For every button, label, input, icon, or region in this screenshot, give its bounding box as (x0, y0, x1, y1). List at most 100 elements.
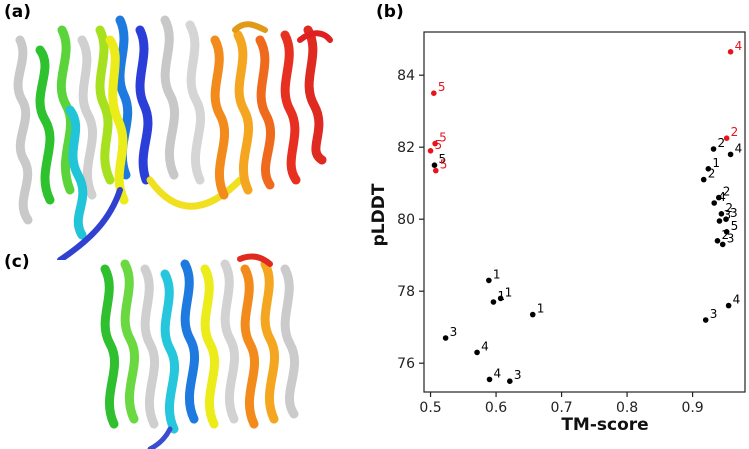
scatter-point (723, 229, 730, 235)
point-label: 2 (721, 228, 729, 242)
helix-yellow-a1 (105, 35, 129, 205)
x-axis-label: TM-score (561, 415, 648, 435)
point-label: 1 (537, 302, 545, 316)
scatter-point (432, 140, 438, 147)
scatter-point (486, 376, 493, 383)
point-label: 1 (712, 156, 720, 170)
helix-orange-a1 (210, 35, 229, 200)
point-label: 5 (440, 158, 448, 172)
point-label: 4 (735, 39, 743, 53)
scatter-point (474, 349, 480, 356)
y-axis-label: pLDDT (369, 183, 389, 246)
scatter-point (432, 167, 439, 174)
helix-lime-a1 (95, 25, 115, 185)
point-label: 3 (450, 325, 458, 339)
helix-gray-a4 (185, 20, 205, 185)
panel-label-c: (c) (4, 252, 30, 272)
x-tick-label: 0.5 (419, 400, 441, 416)
plot-frame (423, 31, 746, 393)
helix-blue-c1 (180, 259, 199, 424)
scatter-point (727, 49, 734, 55)
scatter-point (427, 148, 434, 154)
y-tick-label: 76 (397, 356, 415, 372)
point-label: 5 (438, 80, 446, 94)
scatter-point (529, 311, 536, 318)
point-label: 2 (731, 125, 739, 139)
point-label: 3 (727, 231, 735, 245)
scatter-point (719, 241, 726, 248)
scatter-point (714, 238, 721, 244)
point-label: 5 (731, 219, 739, 233)
loop-yellow-a (146, 176, 244, 210)
protein-structure-c (100, 253, 299, 449)
chart-axes: 0.5 0.6 0.7 0.8 0.9 76 78 80 82 84 (397, 31, 746, 416)
point-label: 3 (723, 208, 731, 222)
scatter-point (702, 317, 709, 323)
panel-label-a: (a) (4, 2, 32, 22)
point-label: 2 (718, 136, 726, 150)
scatter-point (723, 135, 730, 141)
helix-red-c1 (237, 253, 273, 267)
point-label: 4 (735, 141, 743, 155)
scatter-point (507, 378, 513, 385)
scatter-point (497, 295, 504, 302)
helix-yellow-c1 (200, 264, 219, 429)
helix-green-a1 (35, 45, 55, 205)
helix-green-c2 (120, 259, 139, 424)
scatter-point (486, 277, 492, 284)
scatter-point (716, 218, 723, 224)
helix-gray-c1 (140, 264, 159, 429)
tail-blue-c (147, 426, 173, 449)
scatter-point (711, 200, 718, 206)
scatter-point (715, 194, 722, 201)
helix-green-c1 (100, 264, 119, 429)
scatter-point (431, 162, 438, 168)
loop-orange-top-a (232, 21, 268, 33)
scatter-point (710, 146, 717, 152)
y-tick-label: 80 (397, 212, 415, 228)
scatter-point (723, 216, 729, 222)
point-label: 3 (710, 307, 718, 321)
helix-gray-c3 (280, 264, 299, 419)
helix-orange-a3 (255, 35, 275, 190)
point-label: 3 (730, 206, 738, 220)
helix-gray-a2 (77, 35, 97, 200)
x-tick-label: 0.6 (485, 400, 507, 416)
point-label: 2 (708, 167, 716, 181)
loop-red-top-a (297, 30, 333, 43)
point-label: 4 (494, 366, 502, 380)
point-label: 4 (481, 339, 489, 353)
y-tick-label: 82 (397, 140, 415, 156)
helix-gray-c2 (220, 259, 239, 424)
protein-structure-a (13, 15, 333, 260)
helix-orange-c2 (260, 259, 279, 424)
point-label: 2 (725, 201, 733, 215)
point-label: 1 (505, 285, 513, 299)
tail-blue-a (57, 187, 123, 260)
point-label: 5 (438, 152, 446, 166)
scatter-point (490, 299, 497, 305)
helix-green-a2 (56, 25, 76, 195)
point-label: 5 (439, 131, 447, 145)
chart-marks: 55555111134434224122423352334 (427, 39, 743, 385)
helix-cyan-c1 (160, 269, 179, 434)
panel-label-b: (b) (376, 2, 404, 22)
scatter-point (705, 166, 712, 172)
y-tick-label: 78 (397, 284, 415, 300)
helix-blue-a2 (135, 25, 153, 185)
scatter-point (727, 151, 734, 158)
y-tick-label: 84 (397, 68, 415, 84)
helix-red-a1 (280, 30, 301, 185)
point-label: 5 (435, 138, 443, 152)
helix-orange-c1 (240, 264, 259, 429)
helix-cyan-a1 (65, 105, 88, 240)
helix-red-a2 (303, 25, 327, 165)
point-label: 4 (718, 190, 726, 204)
point-label: 1 (493, 267, 501, 281)
helix-gray-a3 (160, 15, 179, 180)
scatter-point (431, 90, 437, 96)
scatter-point (718, 211, 725, 217)
point-label: 2 (723, 185, 731, 199)
x-tick-label: 0.9 (681, 400, 703, 416)
